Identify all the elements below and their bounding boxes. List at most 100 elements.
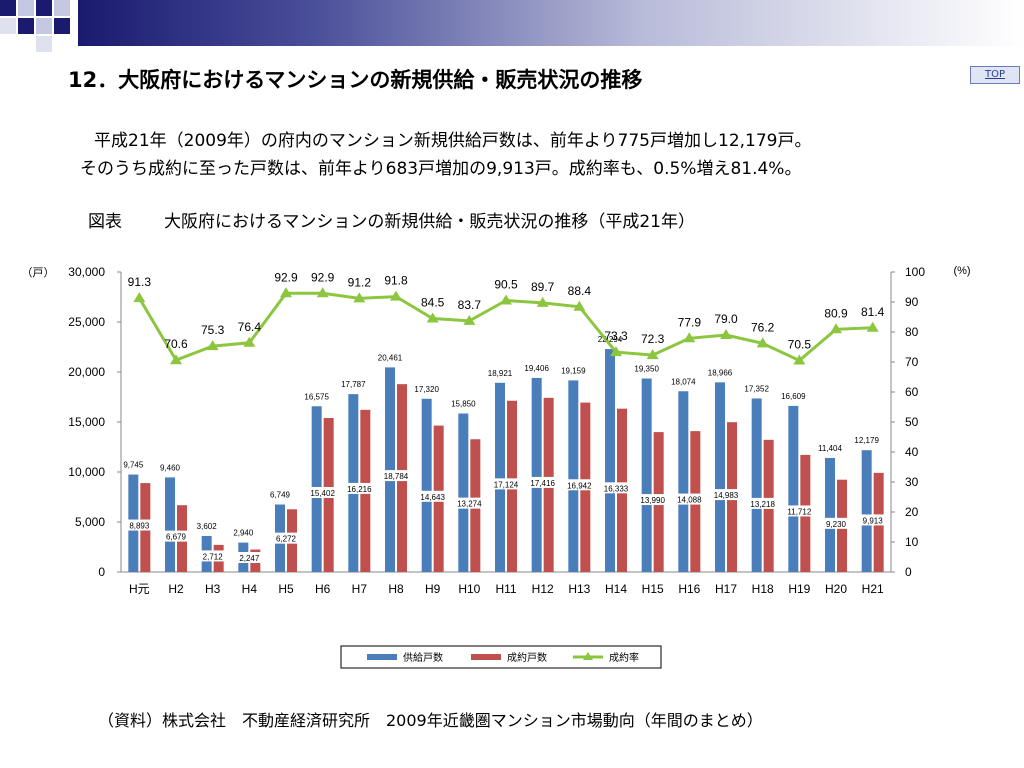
figure-label: 図表 <box>88 212 122 232</box>
supply-data-label: 17,320 <box>414 385 439 394</box>
rate-data-label: 76.4 <box>238 320 262 334</box>
rate-marker <box>390 290 402 301</box>
rate-data-label: 72.3 <box>641 332 665 346</box>
x-tick-label: H16 <box>678 582 700 596</box>
contract-label-box <box>781 505 818 517</box>
supply-bar <box>715 382 725 572</box>
contract-label-box <box>634 494 671 506</box>
contract-data-label: 17,416 <box>530 479 555 488</box>
contract-data-label: 2,247 <box>239 554 260 563</box>
rate-marker <box>426 312 439 323</box>
right-tick-label: 100 <box>905 265 925 279</box>
contract-data-label: 8,893 <box>129 522 150 531</box>
contract-label-box <box>160 530 192 542</box>
rate-marker <box>866 321 879 332</box>
contract-label-box <box>671 493 708 505</box>
rate-data-label: 91.8 <box>384 274 408 288</box>
x-tick-label: H15 <box>642 582 664 596</box>
rate-marker <box>683 332 696 343</box>
rate-data-label: 90.5 <box>494 278 518 292</box>
supply-bar <box>788 405 799 572</box>
right-tick-label: 60 <box>905 385 919 399</box>
supply-bar <box>605 349 615 572</box>
rate-marker <box>500 294 512 305</box>
contract-data-label: 6,679 <box>166 533 187 542</box>
x-tick-label: H20 <box>825 582 847 596</box>
rate-data-label: 91.2 <box>348 275 372 289</box>
x-tick-label: H3 <box>205 582 221 596</box>
contract-data-label: 13,990 <box>640 496 665 505</box>
right-tick-label: 90 <box>905 295 919 309</box>
x-tick-label: H18 <box>752 582 774 596</box>
rate-data-label: 81.4 <box>861 305 885 319</box>
contract-data-label: 16,942 <box>567 481 592 490</box>
rate-data-label: 79.0 <box>714 312 738 326</box>
x-tick-label: H12 <box>532 582 554 596</box>
supply-data-label: 22,294 <box>598 335 623 344</box>
supply-bar <box>421 398 432 572</box>
right-tick-label: 40 <box>905 445 919 459</box>
left-tick-label: 15,000 <box>68 415 105 429</box>
legend-swatch-supply <box>367 654 397 660</box>
contract-data-label: 9,913 <box>863 516 884 525</box>
supply-bar <box>861 450 872 572</box>
contract-data-label: 9,230 <box>826 520 847 529</box>
supply-sales-chart: 0 5,000 10,000 15,000 20,000 25,000 30,000 （戸） 0… <box>22 265 971 669</box>
contract-data-label: 16,333 <box>604 484 629 493</box>
rate-data-label: 70.6 <box>164 337 188 351</box>
legend-marker-rate <box>583 652 593 660</box>
x-tick-label: H9 <box>425 582 441 596</box>
supply-bar <box>531 377 542 572</box>
supply-bar <box>825 457 835 572</box>
contract-label-box <box>524 476 561 488</box>
contract-data-label: 15,402 <box>310 489 335 498</box>
right-tick-label: 70 <box>905 355 919 369</box>
x-tick-label: H10 <box>458 582 480 596</box>
rate-marker <box>133 292 146 303</box>
supply-data-label: 18,966 <box>708 368 733 377</box>
x-tick-label: H21 <box>862 582 884 596</box>
rate-marker <box>206 340 219 351</box>
x-tick-label: H11 <box>495 582 516 596</box>
rate-data-label: 88.4 <box>568 284 592 298</box>
legend-swatch-contracts <box>471 654 501 660</box>
lead-text-line-2: そのうち成約に至った戸数は、前年より683戸増加の9,913戸。成約率も、0.5… <box>80 159 802 179</box>
legend-label: 成約率 <box>609 651 639 664</box>
supply-data-label: 12,179 <box>854 436 879 445</box>
rate-marker <box>720 329 732 339</box>
contract-data-label: 2,712 <box>203 552 224 561</box>
supply-bar <box>678 391 689 572</box>
header-gradient-bar <box>78 0 1024 46</box>
legend-label: 成約戸数 <box>507 651 547 664</box>
contract-data-label: 14,643 <box>420 493 445 502</box>
supply-data-label: 20,461 <box>378 353 403 362</box>
rate-marker <box>610 346 622 357</box>
rate-data-label: 77.9 <box>678 315 702 329</box>
supply-data-label: 18,074 <box>671 377 696 386</box>
supply-data-label: 19,159 <box>561 366 586 375</box>
rate-data-label: 76.2 <box>751 320 775 334</box>
supply-data-label: 16,609 <box>781 392 806 401</box>
supply-data-label: 9,460 <box>160 463 181 472</box>
rate-marker <box>830 323 842 334</box>
rate-data-label: 92.9 <box>274 270 298 284</box>
contract-data-label: 11,712 <box>787 507 811 516</box>
page-title: 12．大阪府におけるマンションの新規供給・販売状況の推移 <box>68 68 643 92</box>
rate-marker <box>793 354 806 365</box>
left-tick-label: 5,000 <box>75 515 105 529</box>
rate-marker <box>353 292 366 303</box>
supply-data-label: 19,350 <box>634 365 659 374</box>
rate-marker <box>756 337 769 348</box>
rate-marker <box>573 300 586 311</box>
rate-data-label: 70.5 <box>788 338 812 352</box>
x-tick-label: H8 <box>388 582 404 596</box>
contract-label-box <box>451 497 488 509</box>
top-link-button[interactable]: TOP <box>970 66 1020 84</box>
contract-label-box <box>561 479 598 491</box>
contract-data-label: 13,274 <box>457 500 482 509</box>
contract-label-box <box>598 482 634 494</box>
supply-data-label: 17,787 <box>341 380 366 389</box>
legend-label: 供給戸数 <box>403 651 443 664</box>
supply-bar <box>751 398 762 572</box>
x-tick-label: H元 <box>129 582 150 596</box>
